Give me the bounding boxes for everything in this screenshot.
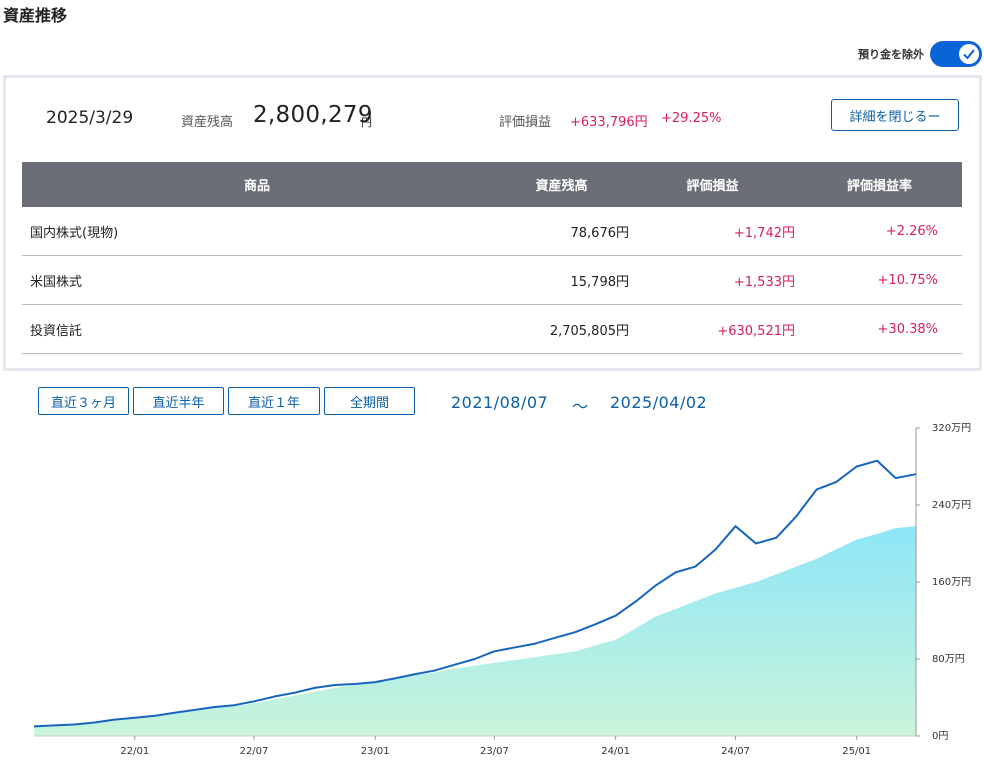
row-balance: 15,798円 bbox=[493, 255, 629, 305]
x-tick-label: 24/01 bbox=[601, 746, 630, 757]
holdings-table: 商品 資産残高 評価損益 評価損益率 国内株式(現物) 78,676円 +1,7… bbox=[22, 162, 962, 354]
row-product: 投資信託 bbox=[22, 304, 493, 354]
x-tick-label: 25/01 bbox=[842, 746, 871, 757]
x-tick-label: 23/07 bbox=[480, 746, 509, 757]
header-balance: 資産残高 bbox=[535, 179, 588, 194]
period-1year-button[interactable]: 直近１年 bbox=[228, 387, 320, 415]
page-title: 資産推移 bbox=[3, 6, 68, 25]
row-profit-loss-rate: +10.75% bbox=[796, 255, 962, 305]
y-tick-label: 160万円 bbox=[932, 577, 971, 588]
row-balance: 78,676円 bbox=[493, 207, 629, 256]
y-tick-label: 320万円 bbox=[932, 423, 971, 434]
y-tick-label: 0円 bbox=[932, 731, 948, 742]
row-profit-loss: +630,521円 bbox=[629, 304, 796, 354]
row-profit-loss-rate: +2.26% bbox=[796, 207, 962, 256]
row-profit-loss: +1,742円 bbox=[629, 207, 796, 256]
header-profit-loss: 評価損益 bbox=[686, 179, 739, 194]
check-icon bbox=[959, 44, 979, 64]
exclude-deposit-label: 預り金を除外 bbox=[858, 48, 924, 61]
period-3months-button[interactable]: 直近３ヶ月 bbox=[38, 387, 129, 415]
x-tick-label: 22/07 bbox=[240, 746, 269, 757]
summary-date: 2025/3/29 bbox=[46, 108, 134, 128]
summary-row: 2025/3/29 資産残高 2,800,279 円 評価損益 +633,796… bbox=[6, 78, 979, 158]
row-balance: 2,705,805円 bbox=[493, 304, 629, 354]
x-tick-label: 24/07 bbox=[721, 746, 750, 757]
profit-loss-label: 評価損益 bbox=[499, 115, 552, 130]
period-6months-button[interactable]: 直近半年 bbox=[133, 387, 224, 415]
row-profit-loss: +1,533円 bbox=[629, 255, 796, 305]
row-product: 国内株式(現物) bbox=[22, 207, 493, 256]
asset-history-chart: 0円 80万円 160万円 240万円 320万円 22/01 22/07 23/01 23/0… bbox=[33, 423, 971, 757]
close-details-button[interactable]: 詳細を閉じるー bbox=[831, 99, 959, 131]
row-product: 米国株式 bbox=[22, 255, 493, 305]
range-separator: ～ bbox=[572, 397, 589, 416]
header-product: 商品 bbox=[243, 179, 270, 194]
range-to-date: 2025/04/02 bbox=[610, 393, 708, 412]
exclude-deposit-toggle-group: 預り金を除外 bbox=[858, 41, 982, 67]
profit-loss-rate: +29.25% bbox=[661, 111, 722, 126]
exclude-deposit-toggle[interactable] bbox=[930, 41, 982, 67]
table-row: 米国株式 15,798円 +1,533円 +10.75% bbox=[22, 255, 962, 305]
balance-unit: 円 bbox=[361, 116, 372, 129]
range-from-date: 2021/08/07 bbox=[451, 393, 549, 412]
principal-area bbox=[34, 526, 916, 736]
period-button-group: 直近３ヶ月 直近半年 直近１年 全期間 bbox=[38, 387, 415, 415]
period-all-button[interactable]: 全期間 bbox=[324, 387, 415, 415]
balance-label: 資産残高 bbox=[181, 115, 234, 130]
total-assets-line bbox=[33, 459, 917, 728]
y-tick-label: 240万円 bbox=[932, 500, 971, 511]
row-profit-loss-rate: +30.38% bbox=[796, 304, 962, 354]
y-tick-label: 80万円 bbox=[932, 654, 965, 665]
balance-value: 2,800,279 bbox=[253, 102, 373, 128]
profit-loss-value: +633,796円 bbox=[570, 115, 648, 130]
table-row: 投資信託 2,705,805円 +630,521円 +30.38% bbox=[22, 304, 962, 354]
x-tick-label: 23/01 bbox=[361, 746, 390, 757]
x-tick-label: 22/01 bbox=[120, 746, 149, 757]
header-profit-loss-rate: 評価損益率 bbox=[846, 179, 912, 194]
asset-summary-card: 2025/3/29 資産残高 2,800,279 円 評価損益 +633,796… bbox=[3, 75, 982, 371]
table-row: 国内株式(現物) 78,676円 +1,742円 +2.26% bbox=[22, 207, 962, 256]
table-header-row: 商品 資産残高 評価損益 評価損益率 bbox=[22, 162, 962, 207]
